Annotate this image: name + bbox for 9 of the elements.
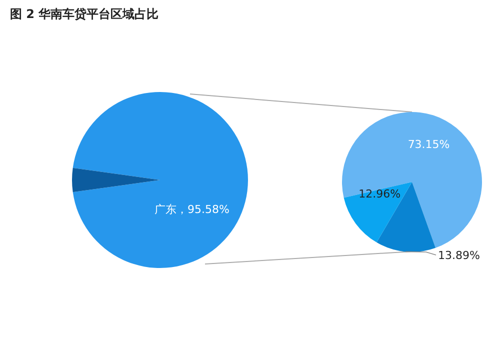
- pie-slice: [72, 168, 160, 192]
- data-label: 12.96%: [358, 187, 401, 200]
- data-label: 73.15%: [408, 138, 450, 152]
- data-label: 13.89%: [438, 249, 480, 262]
- pie-slice: [342, 112, 482, 248]
- chart-title: 图 2 华南车贷平台区域占比: [10, 7, 159, 21]
- pie-slice: [72, 92, 248, 268]
- pie-slice: [344, 182, 412, 242]
- slice-label: 广东，95.58%: [154, 203, 230, 216]
